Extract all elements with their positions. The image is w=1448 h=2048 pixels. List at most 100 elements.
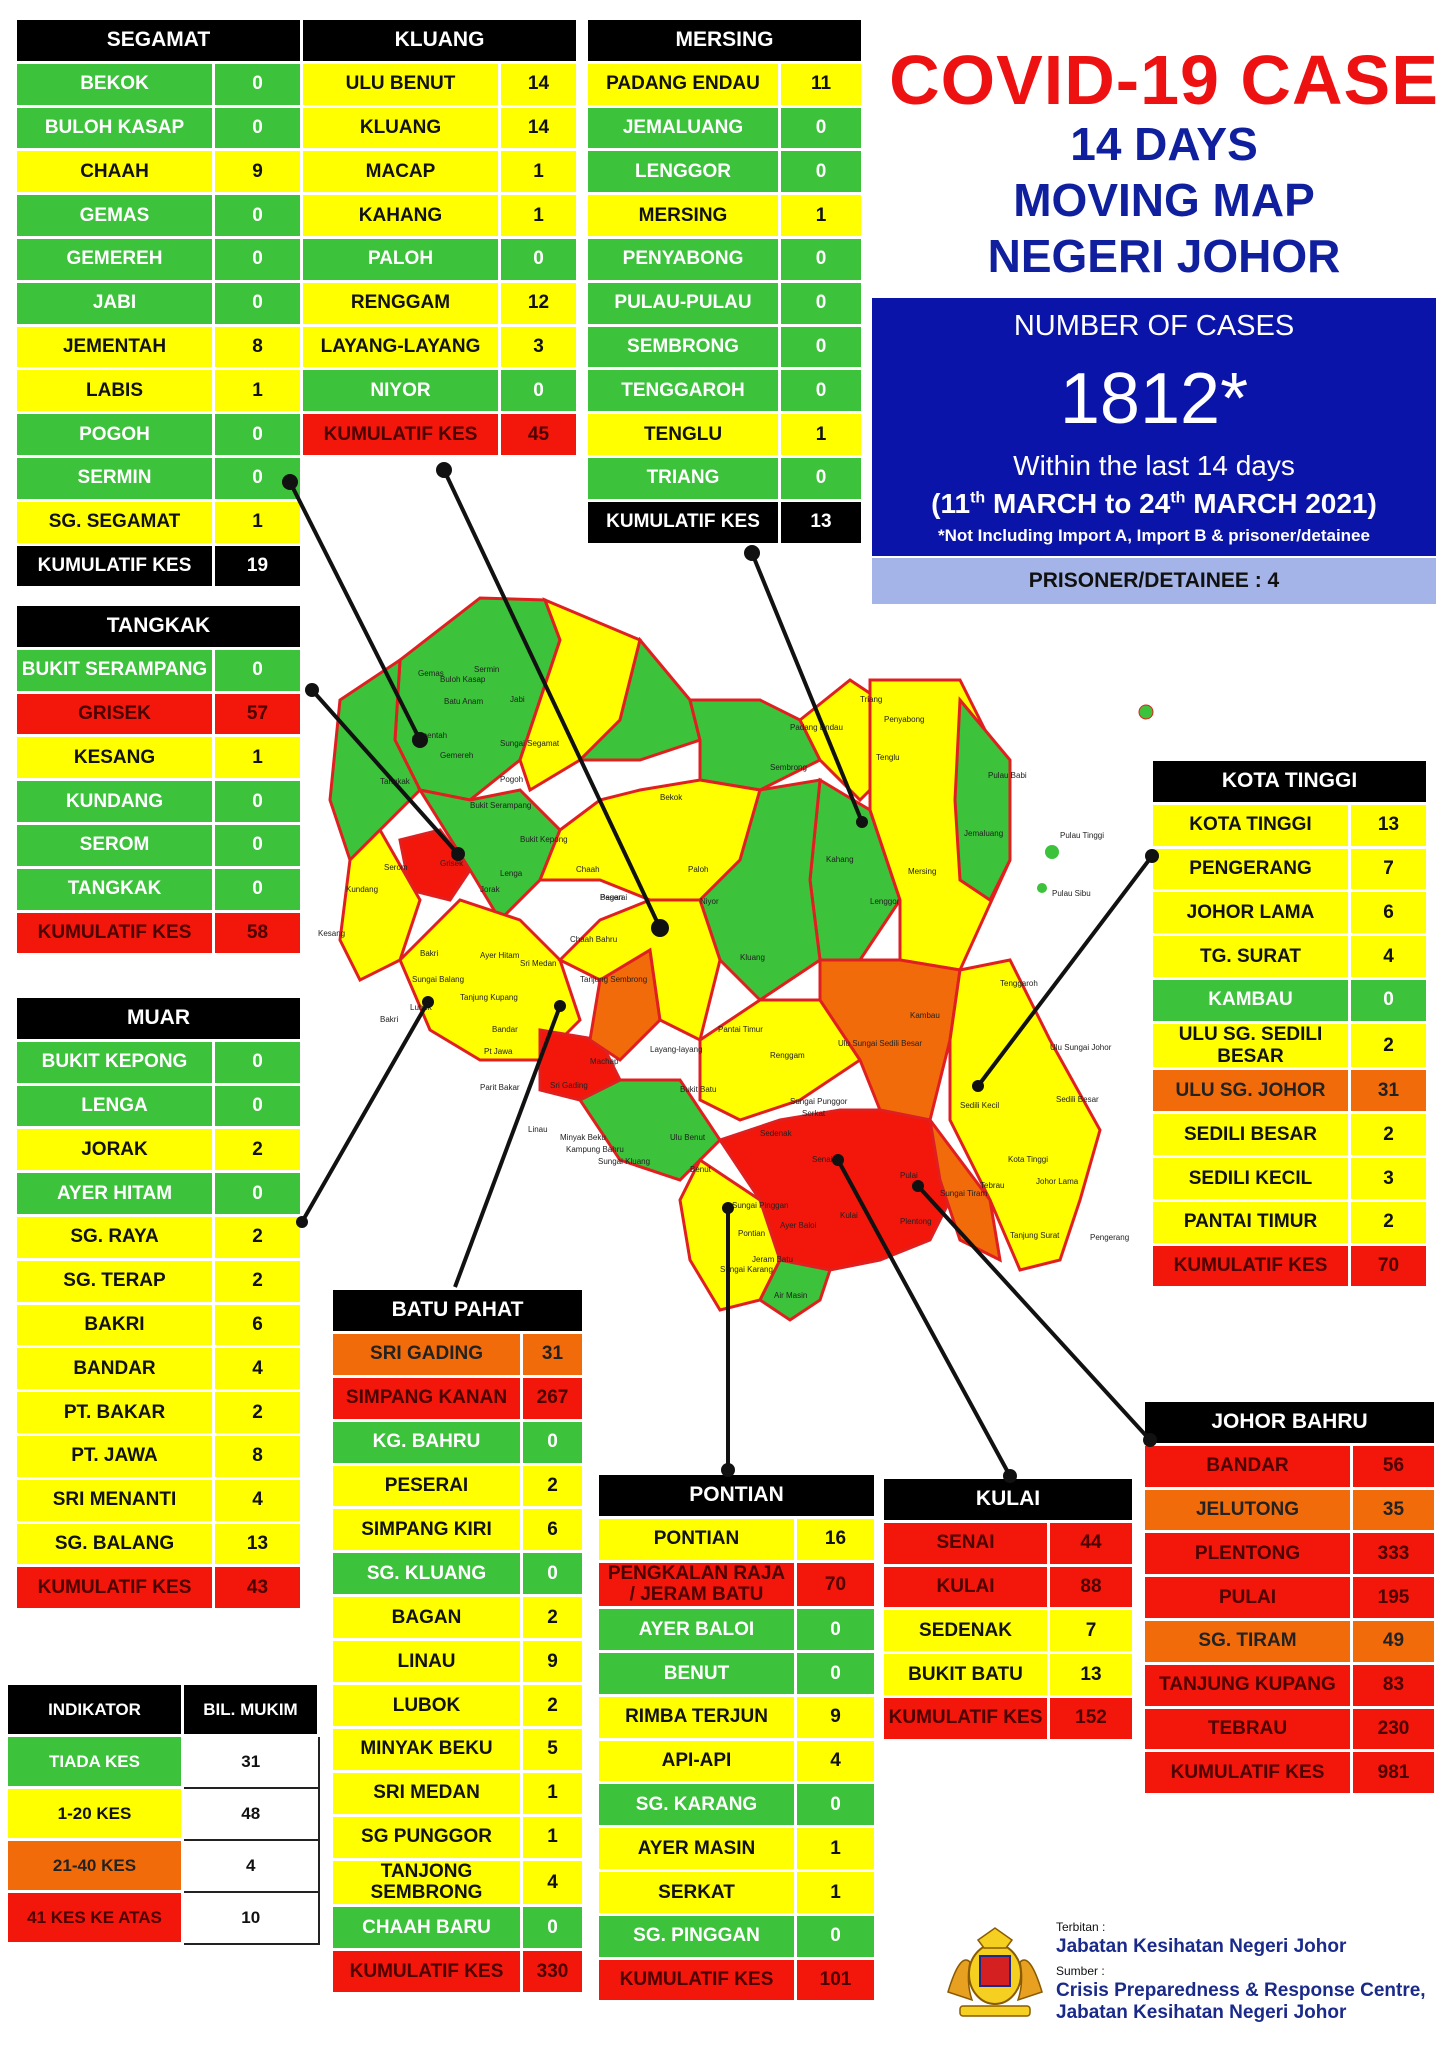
mukim-name: SG. BALANG: [14, 1520, 215, 1568]
map-region: [393, 596, 562, 802]
source-line-1: Crisis Preparedness & Response Centre,: [1056, 1980, 1426, 2001]
case-count: 0: [498, 235, 579, 283]
mukim-name: PONTIAN: [596, 1515, 797, 1563]
table-row: PT. JAWA 8: [14, 1432, 303, 1480]
mukim-name: CHAAH: [14, 148, 215, 196]
case-count: 0: [1348, 976, 1429, 1024]
mukim-name: PESERAI: [330, 1462, 523, 1510]
subtitle-line-1: 14 DAYS: [1070, 118, 1258, 170]
table-row: SG. PINGGAN 0: [596, 1912, 877, 1960]
map-place-label: Pengerang: [1090, 1233, 1129, 1242]
prisoner-count: PRISONER/DETAINEE : 4: [872, 558, 1436, 604]
case-count: 152: [1047, 1694, 1135, 1742]
map-region: [557, 898, 722, 1043]
case-count: 1: [498, 192, 579, 239]
mukim-name: PALOH: [300, 235, 501, 283]
district-table-kluang: KLUANG ULU BENUT 14 KLUANG 14 MACAP 1 KAHANG 1 PA…: [300, 17, 579, 458]
mukim-name: GEMEREH: [14, 235, 215, 283]
legend-mukim-count: 10: [181, 1890, 320, 1945]
case-count: 9: [794, 1693, 877, 1741]
case-count: 9: [520, 1638, 585, 1686]
mukim-name: KUMULATIF KES: [585, 498, 781, 546]
district-table-muar: MUAR BUKIT KEPONG 0 LENGA 0 JORAK 2 AYER HITAM 0…: [14, 995, 303, 1612]
case-count: 0: [212, 1082, 303, 1130]
legend-indicator: 21-40 KES: [5, 1838, 184, 1893]
case-count: 12: [498, 279, 579, 327]
map-place-label: Jeram Batu: [752, 1255, 793, 1264]
district-table-pontian: PONTIAN PONTIAN 16 PENGKALAN RAJA / JERAM B…: [596, 1472, 877, 2004]
case-count: 14: [498, 60, 579, 108]
mukim-name: PLENTONG: [1142, 1530, 1353, 1578]
case-count: 0: [778, 104, 864, 152]
mukim-name: PENYABONG: [585, 235, 781, 283]
map-region: [588, 947, 662, 1062]
mukim-name: PULAU-PULAU: [585, 279, 781, 327]
mukim-name: TANJUNG KUPANG: [1142, 1661, 1353, 1709]
case-count: 31: [1348, 1067, 1429, 1115]
case-count: 0: [212, 1038, 303, 1086]
mukim-name: PENGKALAN RAJA / JERAM BATU: [596, 1559, 797, 1610]
mukim-name: KUMULATIF KES: [14, 542, 215, 590]
table-row: SEDILI BESAR 2: [1150, 1111, 1429, 1159]
mukim-name: SG. RAYA: [14, 1213, 215, 1261]
map-regions: [328, 596, 1102, 1322]
mukim-name: BUKIT SERAMPANG: [14, 646, 215, 694]
district-table-tangkak: TANGKAK BUKIT SERAMPANG 0 GRISEK 57 KESANG 1 KU…: [14, 603, 303, 957]
mukim-name: TANJONG SEMBRONG: [330, 1857, 523, 1908]
mukim-name: BANDAR: [1142, 1442, 1353, 1490]
map-place-label: Lenggor: [870, 897, 900, 906]
case-count: 8: [212, 1432, 303, 1480]
map-place-label: Pulau Sibu: [1052, 889, 1091, 898]
table-row: SG. TERAP 2: [14, 1257, 303, 1305]
map-place-label: Sedili Kecil: [960, 1101, 999, 1110]
legend-mukim-count: 4: [181, 1838, 320, 1893]
table-row: AYER BALOI 0: [596, 1606, 877, 1654]
map-place-label: Bukit Batu: [680, 1085, 716, 1094]
mukim-name: JORAK: [14, 1126, 215, 1174]
table-row: GRISEK 57: [14, 690, 303, 738]
total-cases: 1812*: [1059, 359, 1249, 439]
table-row: MACAP 1: [300, 148, 579, 196]
map-place-label: Bagan: [600, 893, 623, 902]
mukim-name: SEROM: [14, 821, 215, 869]
mukim-name: KUMULATIF KES: [596, 1956, 797, 2004]
connector-dot: [651, 919, 669, 937]
connector-dot: [305, 683, 319, 697]
mukim-name: SRI MENANTI: [14, 1476, 215, 1524]
map-place-label: Tenglu: [876, 753, 900, 762]
mukim-name: TENGLU: [585, 411, 781, 458]
connector-dot: [722, 1202, 734, 1214]
case-count: 2: [1348, 1020, 1429, 1071]
table-row: AYER HITAM 0: [14, 1170, 303, 1217]
map-place-label: Ayer Hitam: [480, 951, 520, 960]
table-row: BAKRI 6: [14, 1301, 303, 1349]
connector-dot: [436, 462, 452, 478]
case-count: 0: [794, 1606, 877, 1654]
map-place-label: Kota Tinggi: [1008, 1155, 1048, 1164]
mukim-name: KAHANG: [300, 192, 501, 239]
map-islands: [974, 704, 1154, 893]
table-row: PLENTONG 333: [1142, 1530, 1437, 1578]
table-row: LENGGOR 0: [585, 148, 864, 196]
case-count: 0: [212, 1170, 303, 1217]
map-place-label: Pantai Timur: [718, 1025, 763, 1034]
mukim-name: JABI: [14, 279, 215, 327]
table-row: KUMULATIF KES 19: [14, 542, 303, 590]
map-place-label: Pt Jawa: [484, 1047, 513, 1056]
table-row: JEMENTAH 8: [14, 323, 303, 371]
map-place-label: Bekok: [660, 793, 683, 802]
exclusion-note: *Not Including Import A, Import B & pris…: [938, 526, 1370, 545]
case-count: 1: [520, 1813, 585, 1861]
case-count: 0: [794, 1912, 877, 1960]
map-place-label: Sungai Kluang: [598, 1157, 650, 1166]
table-row: BUKIT KEPONG 0: [14, 1038, 303, 1086]
legend-indicator: TIADA KES: [5, 1734, 184, 1789]
case-count: 2: [212, 1126, 303, 1174]
case-count: 0: [520, 1418, 585, 1466]
mukim-name: SG. SEGAMAT: [14, 498, 215, 546]
district-title: BATU PAHAT: [330, 1287, 585, 1334]
table-row: PENGKALAN RAJA / JERAM BATU 70: [596, 1559, 877, 1610]
map-place-label: Kahang: [826, 855, 854, 864]
table-row: LAYANG-LAYANG 3: [300, 323, 579, 371]
case-count: 14: [498, 104, 579, 152]
